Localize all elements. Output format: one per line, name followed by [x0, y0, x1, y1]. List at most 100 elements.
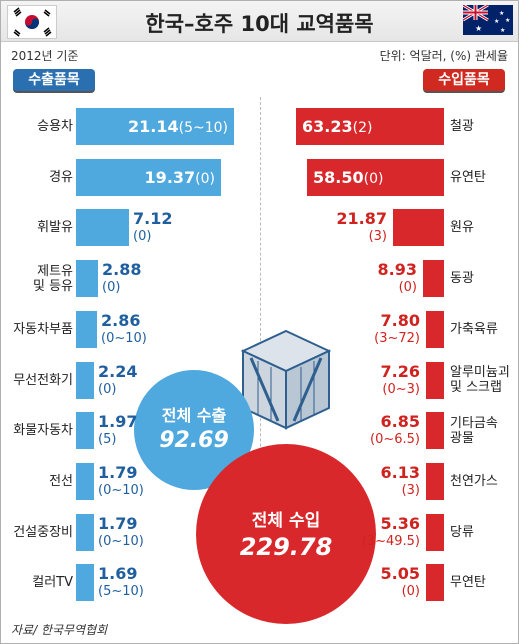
crate-icon [241, 329, 331, 430]
total-export-label: 전체 수출 [161, 406, 227, 425]
import-bar [426, 412, 444, 450]
import-value: 6.85 [380, 412, 420, 432]
unit-note: 단위: 억달러, (%) 관세율 [379, 49, 508, 63]
export-tariff: (5~10) [98, 584, 144, 600]
import-item-label: 가축육류 [450, 321, 498, 337]
export-value: 1.69 [98, 564, 138, 584]
import-tariff: (3) [401, 482, 420, 498]
export-bar [76, 361, 94, 399]
import-tariff: (0~3) [382, 381, 420, 397]
import-item-label: 천연가스 [450, 473, 498, 489]
svg-text:★: ★ [494, 18, 499, 25]
export-tariff: (0) [133, 229, 152, 245]
import-value: 5.05 [380, 564, 420, 584]
export-value: 21.14(5~10) [128, 117, 228, 136]
export-value: 2.88 [102, 260, 142, 280]
export-bar [76, 513, 94, 551]
import-value: 7.26 [380, 361, 420, 381]
svg-text:★: ★ [505, 17, 510, 24]
export-bar [76, 310, 97, 348]
export-bar: 21.14(5~10) [76, 108, 234, 145]
export-item-label: 전선 [49, 473, 73, 489]
import-bar [426, 310, 444, 348]
import-bar: 63.23(2) [296, 108, 444, 145]
import-value: 5.36 [380, 513, 420, 533]
export-header: 수출품목 [13, 69, 95, 91]
export-item-label: 무선전화기 [13, 372, 73, 388]
import-tariff: (2) [352, 120, 373, 136]
import-value: 63.23(2) [302, 117, 373, 136]
import-item-label: 무연탄 [450, 575, 486, 591]
export-value: 19.37(0) [144, 167, 215, 187]
export-item-label: 컬러TV [32, 575, 73, 591]
import-item-label: 원유 [450, 220, 474, 236]
import-header: 수입품목 [423, 69, 505, 91]
export-value: 1.97 [98, 412, 138, 432]
chart-title: 한국–호주 10대 교역품목 [145, 12, 374, 36]
australia-flag-icon: ★ ★ ★ ★ ★ [463, 5, 513, 35]
import-value: 6.13 [380, 462, 420, 482]
export-value: 1.79 [98, 513, 138, 533]
import-tariff: (3~72) [374, 330, 420, 346]
export-tariff: (0~10) [98, 533, 144, 549]
import-bar [426, 462, 444, 500]
export-bar [76, 260, 98, 298]
import-bar [426, 361, 444, 399]
total-import-circle: 전체 수입 229.78 [196, 444, 376, 624]
total-import-label: 전체 수입 [251, 511, 321, 531]
export-value: 2.86 [101, 310, 141, 330]
export-tariff: (0) [98, 381, 117, 397]
import-bar [423, 260, 444, 298]
import-item-label: 기타금속 광물 [450, 415, 498, 446]
export-item-label: 승용차 [37, 119, 73, 134]
export-item-label: 자동차부품 [13, 321, 73, 337]
export-item-label: 제트유 및 등유 [32, 263, 73, 294]
import-item-label: 유연탄 [450, 169, 486, 185]
import-tariff: (0~6.5) [370, 432, 420, 448]
import-item-label: 철광 [450, 119, 474, 134]
korea-flag-icon [7, 5, 57, 39]
export-bar [76, 462, 94, 500]
export-value: 1.79 [98, 462, 138, 482]
export-tariff: (0~10) [101, 330, 147, 346]
export-tariff: (0) [195, 170, 215, 187]
export-item-label: 건설중장비 [13, 524, 73, 540]
export-tariff: (5) [98, 432, 117, 448]
import-item-label: 알루미늄괴 및 스크랩 [450, 365, 510, 395]
import-bar [426, 564, 444, 602]
export-value: 7.12 [133, 209, 173, 229]
svg-text:★: ★ [475, 24, 482, 33]
import-bar [426, 513, 444, 551]
import-bar: 58.50(0) [307, 158, 444, 196]
export-tariff: (0~10) [98, 482, 144, 498]
import-value: 58.50(0) [313, 167, 384, 187]
export-bar [76, 564, 94, 602]
export-item-label: 경유 [49, 169, 73, 185]
total-export-value: 92.69 [159, 428, 229, 453]
total-export-circle: 전체 수출 92.69 [134, 370, 254, 490]
export-bar [76, 209, 129, 247]
export-item-label: 휘발유 [37, 220, 73, 236]
import-tariff: (3~49.5) [361, 533, 420, 549]
export-value: 2.24 [98, 361, 138, 381]
import-value: 8.93 [377, 260, 417, 280]
title-band: 한국–호주 10대 교역품목 ★ ★ ★ ★ ★ [1, 1, 518, 42]
export-bar [76, 412, 94, 450]
import-tariff: (0) [363, 170, 384, 187]
year-note: 2012년 기준 [11, 49, 79, 63]
export-bar: 19.37(0) [76, 158, 221, 196]
import-tariff: (0) [398, 280, 417, 296]
svg-text:★: ★ [499, 10, 504, 17]
import-tariff: (3) [368, 229, 387, 245]
svg-text:★: ★ [500, 27, 505, 34]
export-tariff: (5~10) [178, 120, 228, 136]
import-bar [393, 209, 444, 247]
total-import-value: 229.78 [239, 533, 333, 561]
import-tariff: (0) [401, 584, 420, 600]
export-item-label: 화물자동차 [13, 423, 73, 439]
import-value: 21.87 [336, 209, 387, 229]
source-note: 자료/ 한국무역협회 [11, 623, 108, 637]
import-item-label: 당류 [450, 524, 474, 540]
export-tariff: (0) [102, 280, 121, 296]
